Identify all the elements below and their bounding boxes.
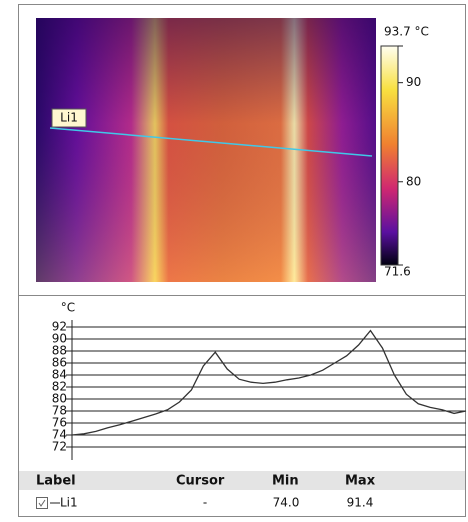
row-label: Li1 [60,496,78,510]
y-tick-label: 86 [52,356,67,370]
header-max: Max [345,474,376,489]
header-cursor: Cursor [176,474,225,489]
frame [18,4,466,517]
y-tick-label: 76 [52,416,67,430]
row-cursor: - [203,496,207,510]
table-header [19,471,465,490]
y-unit: °C [61,301,75,315]
colorbar-label: 80 [406,174,421,188]
y-tick-label: 72 [52,440,67,454]
y-tick-label: 88 [52,344,67,358]
row-min: 74.0 [273,496,300,510]
profile-line [71,329,467,436]
y-tick-label: 82 [52,380,67,394]
y-tick-label: 90 [52,332,67,346]
colorbar [380,45,399,266]
y-tick-label: 92 [52,320,67,334]
header-min: Min [272,474,299,489]
y-tick-label: 80 [52,392,67,406]
row-max: 91.4 [347,496,374,510]
y-tick-label: 74 [52,428,67,442]
colorbar-label: 93.7 °C [384,25,429,39]
checkbox[interactable] [36,497,48,509]
thermal-shade [36,18,376,282]
y-tick-label: 78 [52,404,67,418]
line-label-box [51,108,87,128]
y-tick-label: 84 [52,368,67,382]
colorbar-label: 71.6 [384,265,411,279]
colorbar-label: 90 [406,75,421,89]
measure-line[interactable] [49,127,373,157]
line-label: Li1 [60,111,78,125]
header-label: Label [36,474,76,489]
check [38,499,46,507]
